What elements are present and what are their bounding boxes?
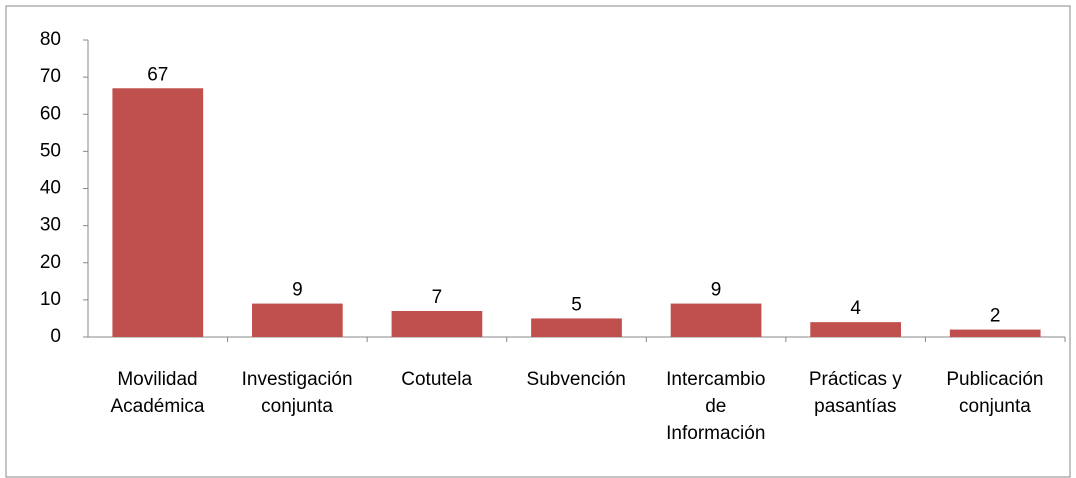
x-tick-label: Publicación conjunta <box>946 369 1044 417</box>
bar <box>949 329 1041 337</box>
bar <box>531 318 622 337</box>
bar <box>251 303 343 337</box>
y-tick-label: 50 <box>40 140 61 161</box>
value-label: 9 <box>711 280 722 301</box>
bar <box>810 322 902 337</box>
x-tick-label: Prácticas y pasantías <box>808 369 902 417</box>
x-tick-label: Movilidad Académica <box>110 369 205 417</box>
y-tick-label: 10 <box>40 289 61 310</box>
value-label: 7 <box>432 287 443 308</box>
y-tick-label: 30 <box>40 215 61 236</box>
y-tick-label: 40 <box>40 178 61 199</box>
value-label: 9 <box>292 280 303 301</box>
value-label: 67 <box>147 64 168 85</box>
x-tick-label: Intercambio de Información <box>666 369 766 444</box>
y-tick-label: 0 <box>50 326 61 347</box>
y-tick-label: 70 <box>40 66 61 87</box>
chart-frame <box>5 5 1071 478</box>
y-tick-label: 20 <box>40 252 61 273</box>
bar <box>670 303 762 337</box>
bar <box>112 88 204 337</box>
x-tick-label: Subvención <box>526 369 626 390</box>
value-label: 4 <box>850 298 861 319</box>
value-label: 2 <box>990 306 1001 327</box>
y-tick-label: 80 <box>40 29 61 50</box>
y-tick-label: 60 <box>40 103 61 124</box>
x-tick-label: Investigación conjunta <box>241 369 353 417</box>
bar <box>391 311 483 337</box>
x-tick-label: Cotutela <box>401 369 473 390</box>
value-label: 5 <box>571 294 582 315</box>
